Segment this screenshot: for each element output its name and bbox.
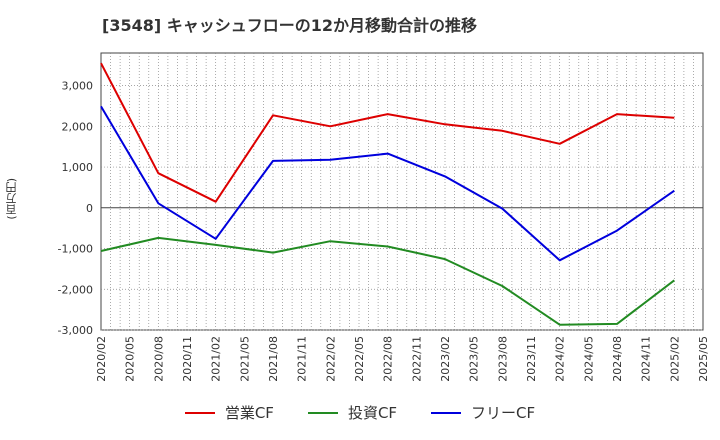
x-tick-label: 2020/05 [124, 336, 137, 382]
legend-swatch-operating-cf [184, 411, 215, 414]
series-line-フリーCF [100, 105, 675, 262]
y-tick-labels: -3,000 -2,000 -1,000 0 1,000 2,000 3,000 [58, 80, 93, 337]
series-line-営業CF [100, 62, 675, 203]
y-tick-label: 1,000 [62, 161, 94, 174]
x-tick-label: 2022/11 [410, 336, 423, 382]
x-tick-labels: 2020/02 2020/05 2020/08 2020/11 2021/02 2021/… [95, 336, 710, 382]
line-chart: -3,000 -2,000 -1,000 0 1,000 2,000 3,000 2020/… [58, 52, 710, 382]
x-tick-label: 2025/05 [697, 336, 710, 382]
legend-label-free-cf: フリーCF [471, 404, 536, 422]
x-tick-label: 2022/08 [382, 336, 395, 382]
horizontal-gridlines [101, 85, 703, 331]
x-tick-label: 2021/11 [296, 336, 309, 382]
x-tick-label: 2020/02 [95, 336, 108, 382]
plot-area [100, 52, 704, 331]
x-tick-label: 2022/05 [353, 336, 366, 382]
legend-swatch-free-cf [431, 411, 462, 414]
y-tick-label: 0 [86, 202, 93, 215]
y-tick-label: -3,000 [58, 324, 93, 337]
vertical-gridlines [110, 53, 694, 330]
legend-swatch-investing-cf [307, 411, 338, 414]
legend-label-investing-cf: 投資CF [347, 404, 398, 422]
legend-item-operating-cf: 営業CF [184, 402, 274, 423]
x-tick-label: 2020/08 [152, 336, 165, 382]
x-tick-label: 2022/02 [324, 336, 337, 382]
y-tick-label: 2,000 [62, 120, 94, 133]
x-tick-label: 2024/05 [582, 336, 595, 382]
x-tick-label: 2025/02 [668, 336, 681, 382]
legend: 営業CF 投資CF フリーCF [0, 402, 720, 423]
x-tick-label: 2020/11 [181, 336, 194, 382]
legend-item-investing-cf: 投資CF [307, 402, 398, 423]
x-tick-label: 2021/02 [210, 336, 223, 382]
x-tick-label: 2023/05 [468, 336, 481, 382]
x-tick-label: 2024/02 [554, 336, 567, 382]
series-line-投資CF [100, 236, 675, 326]
x-tick-label: 2024/11 [640, 336, 653, 382]
x-tick-label: 2023/02 [439, 336, 452, 382]
x-tick-label: 2023/11 [525, 336, 538, 382]
series-lines [100, 62, 675, 326]
x-tick-label: 2023/08 [496, 336, 509, 382]
y-tick-label: -2,000 [58, 283, 93, 296]
x-tick-label: 2021/05 [238, 336, 251, 382]
chart-title: [3548] キャッシュフローの12か月移動合計の推移 [102, 16, 477, 35]
x-tick-label: 2021/08 [267, 336, 280, 382]
y-tick-label: -1,000 [58, 243, 93, 256]
legend-label-operating-cf: 営業CF [224, 404, 274, 422]
y-tick-label: 3,000 [62, 80, 94, 93]
x-tick-label: 2024/08 [611, 336, 624, 382]
legend-item-free-cf: フリーCF [431, 402, 535, 423]
